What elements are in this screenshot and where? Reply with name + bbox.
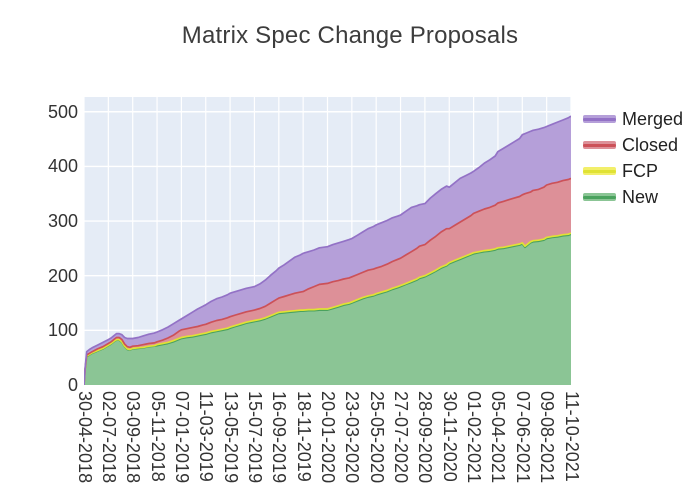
x-tick-label-05-04-2021: 05-04-2021: [488, 391, 509, 484]
legend-item-closed[interactable]: Closed: [583, 132, 683, 158]
x-tick-label-20-01-2020: 20-01-2020: [318, 391, 338, 484]
x-tick-label-16-09-2019: 16-09-2019: [269, 391, 290, 484]
x-tick-label-11-03-2019: 11-03-2019: [196, 391, 217, 482]
x-tick-label-13-05-2019: 13-05-2019: [220, 391, 241, 484]
legend-item-merged[interactable]: Merged: [583, 106, 683, 132]
area-band-new[interactable]: [84, 234, 571, 385]
x-tick-label-23-03-2020: 23-03-2020: [342, 391, 363, 484]
x-tick-label-07-01-2019: 07-01-2019: [171, 391, 192, 484]
x-tick-label-30-04-2018: 30-04-2018: [74, 391, 95, 484]
legend-label: Closed: [622, 134, 679, 155]
legend-label: New: [622, 186, 659, 207]
legend-swatch-line: [583, 117, 616, 121]
y-tick-label-100: 100: [47, 320, 78, 341]
area-band-closed[interactable]: [84, 178, 571, 385]
legend-swatch-line: [583, 195, 616, 199]
x-tick-label-03-09-2018: 03-09-2018: [123, 391, 144, 484]
legend: Merged Closed FCP New: [583, 106, 683, 210]
legend-swatch-closed: [583, 141, 616, 149]
legend-label: FCP: [622, 160, 658, 181]
y-tick-label-0: 0: [67, 375, 78, 395]
x-tick-label-09-08-2021: 09-08-2021: [537, 391, 558, 484]
legend-swatch-merged: [583, 115, 616, 123]
x-tick-label-11-10-2021: 11-10-2021: [561, 391, 582, 482]
x-tick-label-05-11-2018: 05-11-2018: [147, 391, 168, 482]
area-line-closed: [84, 177, 571, 385]
x-tick-label-27-07-2020: 27-07-2020: [391, 391, 412, 484]
x-tick-label-15-07-2019: 15-07-2019: [244, 391, 265, 484]
legend-swatch-fcp: [583, 167, 616, 175]
legend-item-new[interactable]: New: [583, 184, 683, 210]
chart-title: Matrix Spec Change Proposals: [181, 22, 519, 49]
legend-item-fcp[interactable]: FCP: [583, 158, 683, 184]
legend-label: Merged: [622, 108, 684, 129]
area-band-merged[interactable]: [84, 116, 571, 385]
y-tick-label-200: 200: [47, 265, 78, 286]
x-tick-label-02-07-2018: 02-07-2018: [98, 391, 119, 484]
area-line-fcp: [84, 232, 571, 385]
x-tick-label-28-09-2020: 28-09-2020: [415, 391, 436, 484]
y-tick-label-500: 500: [47, 101, 78, 122]
x-tick-label-25-05-2020: 25-05-2020: [366, 391, 387, 484]
y-tick-label-400: 400: [47, 156, 78, 177]
x-tick-label-30-11-2020: 30-11-2020: [439, 391, 460, 482]
x-tick-label-07-06-2021: 07-06-2021: [512, 391, 533, 484]
y-tick-label-300: 300: [47, 211, 78, 232]
legend-swatch-line: [583, 143, 616, 147]
x-tick-label-18-11-2019: 18-11-2019: [293, 391, 314, 482]
x-tick-label-01-02-2021: 01-02-2021: [464, 391, 485, 484]
legend-swatch-new: [583, 193, 616, 201]
area-line-merged: [84, 115, 571, 385]
legend-swatch-line: [583, 169, 616, 173]
